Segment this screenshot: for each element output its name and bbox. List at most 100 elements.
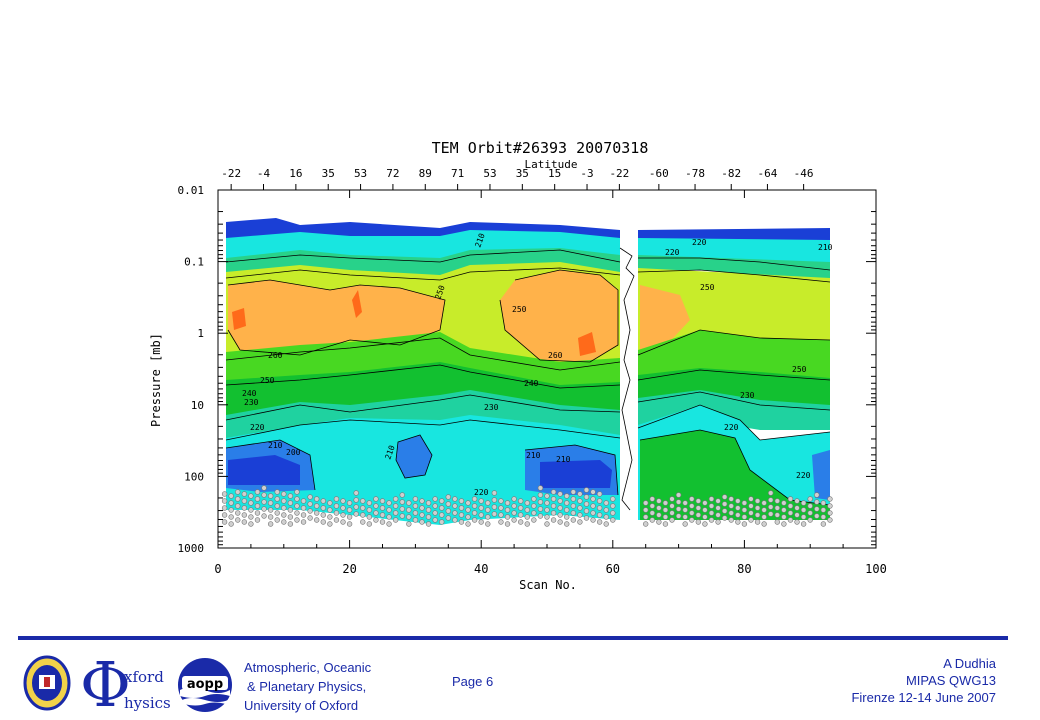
surface-marker — [695, 498, 702, 504]
surface-marker — [465, 507, 471, 513]
surface-marker — [294, 510, 300, 516]
band-teal-upper-right — [638, 255, 830, 282]
surface-marker — [787, 517, 794, 523]
surface-marker — [583, 508, 590, 514]
surface-marker — [774, 512, 780, 518]
surface-marker — [314, 496, 320, 502]
surface-marker — [314, 517, 320, 523]
surface-marker — [373, 496, 379, 502]
contour-label: 250 — [792, 365, 807, 374]
y-tick-label: 1 — [197, 327, 204, 340]
aopp-logo: aopp — [178, 658, 232, 712]
surface-marker — [682, 521, 688, 527]
surface-marker — [379, 505, 386, 511]
lat-tick-label: 71 — [451, 167, 464, 180]
surface-marker — [577, 491, 583, 497]
surface-marker — [807, 503, 813, 509]
surface-marker — [248, 521, 254, 527]
surface-marker — [610, 503, 616, 509]
surface-marker — [570, 510, 577, 516]
surface-marker — [511, 510, 517, 516]
surface-marker — [425, 507, 432, 513]
surface-marker — [412, 496, 419, 502]
surface-marker — [254, 503, 261, 509]
surface-marker — [735, 519, 741, 525]
surface-marker — [465, 514, 471, 520]
y-axis-label: Pressure [mb] — [149, 333, 163, 427]
surface-marker — [557, 491, 563, 497]
oxford-physics-logo: Φ xford hysics — [80, 650, 171, 716]
surface-marker — [768, 497, 774, 503]
surface-marker — [340, 519, 346, 525]
surface-marker — [221, 498, 228, 504]
surface-marker — [702, 514, 708, 520]
surface-marker — [491, 511, 498, 517]
surface-marker — [379, 512, 386, 518]
lat-tick-label: 53 — [483, 167, 496, 180]
surface-marker — [814, 513, 820, 519]
surface-marker — [610, 517, 616, 523]
surface-marker — [741, 500, 748, 506]
chart-title: TEM Orbit#26393 20070318 — [432, 139, 649, 157]
x-tick-label: 0 — [214, 562, 221, 576]
data-gap — [622, 215, 636, 535]
institution-line3: University of Oxford — [244, 698, 359, 713]
band-yellowgreen-right — [638, 268, 830, 355]
surface-marker — [642, 521, 649, 527]
surface-marker — [748, 510, 754, 516]
surface-marker — [399, 513, 405, 519]
surface-marker — [550, 503, 557, 509]
band-deep-mid — [540, 460, 612, 488]
surface-marker — [695, 519, 702, 525]
surface-marker — [800, 507, 807, 513]
surface-marker — [794, 498, 800, 504]
surface-marker — [800, 514, 807, 520]
surface-marker — [392, 510, 399, 516]
lat-tick-label: 16 — [289, 167, 302, 180]
surface-marker — [754, 512, 761, 518]
band-green-right — [638, 330, 830, 380]
surface-marker — [715, 512, 721, 518]
surface-marker — [524, 514, 530, 520]
surface-marker — [406, 500, 412, 506]
surface-marker — [360, 505, 366, 511]
surface-marker — [366, 507, 373, 513]
surface-marker — [300, 498, 307, 504]
surface-marker — [708, 510, 715, 516]
surface-marker — [577, 505, 583, 511]
contour-label: 210 — [556, 455, 571, 464]
surface-marker — [682, 500, 688, 506]
surface-marker — [399, 499, 405, 505]
surface-marker — [471, 503, 478, 509]
lat-tick-label: 15 — [548, 167, 561, 180]
surface-marker — [504, 507, 511, 513]
contour-label: 230 — [740, 391, 755, 400]
surface-marker — [735, 505, 741, 511]
surface-marker — [610, 510, 616, 516]
surface-marker — [550, 496, 557, 502]
surface-marker — [261, 513, 267, 519]
lat-tick-label: 35 — [322, 167, 335, 180]
surface-marker — [274, 503, 280, 509]
surface-marker — [261, 506, 267, 512]
surface-marker — [761, 507, 767, 513]
surface-marker — [564, 507, 570, 513]
hot-spot-3 — [352, 290, 362, 318]
surface-marker — [281, 512, 287, 518]
surface-marker — [235, 503, 241, 509]
surface-marker — [570, 496, 577, 502]
surface-marker — [366, 514, 373, 520]
institution-line1: Atmospheric, Oceanic — [244, 660, 372, 675]
contour-label: 220 — [250, 423, 265, 432]
x-tick-label: 20 — [342, 562, 356, 576]
footer-rule — [18, 636, 1008, 640]
surface-marker — [794, 505, 800, 511]
surface-marker — [642, 514, 649, 520]
band-blue-right-edge — [812, 450, 830, 500]
surface-marker — [346, 500, 353, 506]
surface-marker — [399, 492, 405, 498]
surface-marker — [458, 498, 465, 504]
surface-marker — [327, 500, 333, 506]
surface-marker — [761, 521, 767, 527]
surface-marker — [524, 521, 530, 527]
